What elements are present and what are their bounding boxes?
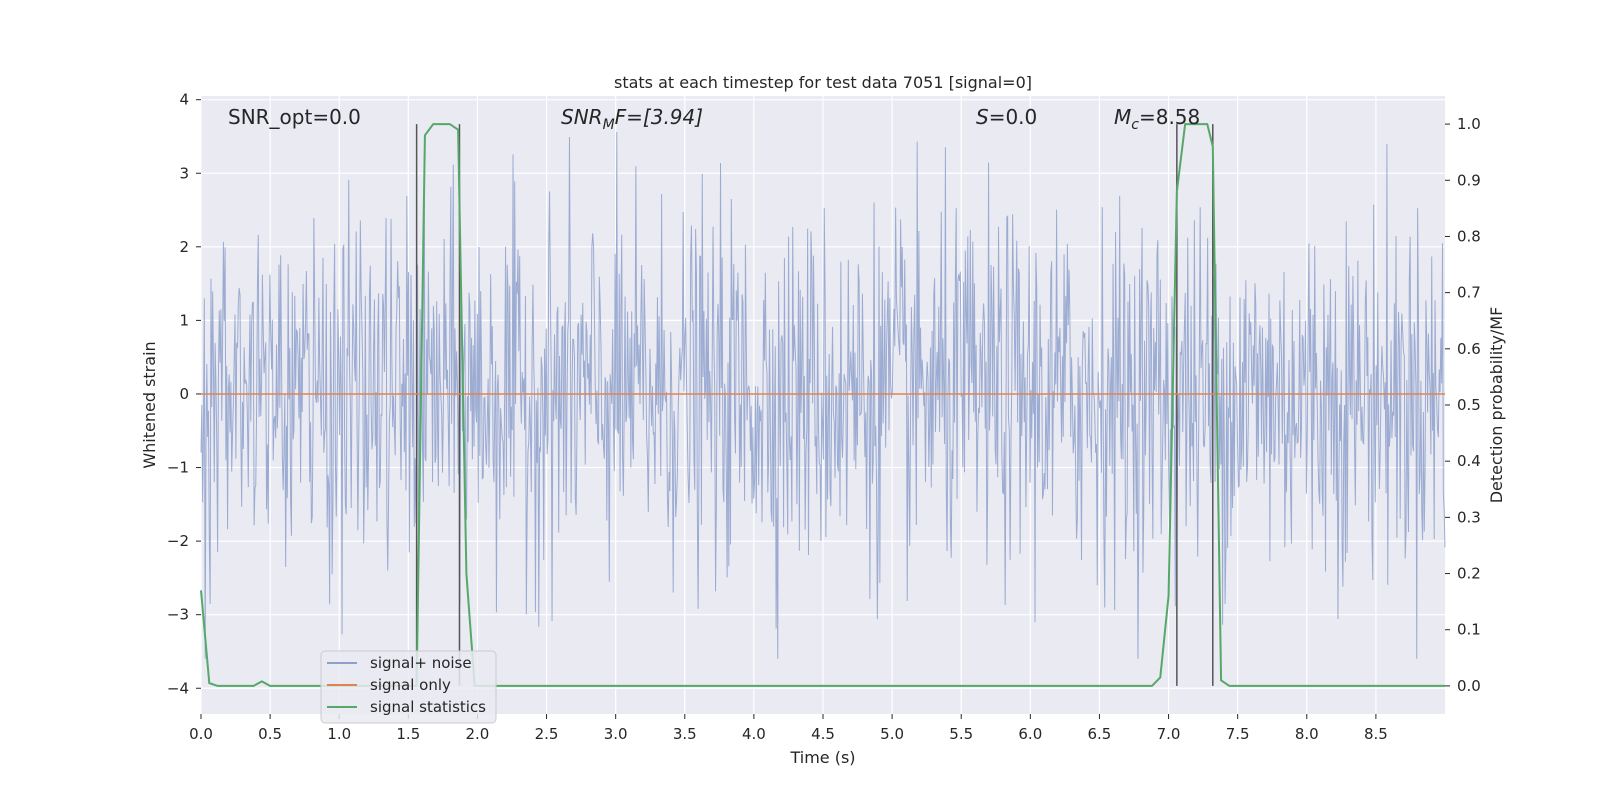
y-left-tick-label-1: 3 [179,164,189,182]
snr-mf-subscript: M [603,117,615,133]
y-right-tick-label-1: 0.9 [1457,171,1481,189]
x-tick-label-16: 8.0 [1295,725,1319,743]
y-right-tick-label-9: 0.1 [1457,621,1481,639]
mc-subscript: c [1131,117,1139,133]
y-right-tick-labels: 1.0 0.9 0.8 0.7 0.6 0.5 0.4 0.3 0.2 0.1 0.0 [1445,115,1481,695]
x-tick-label-6: 3.0 [604,725,628,743]
x-tick-label-13: 6.5 [1088,725,1112,743]
x-tick-label-4: 2.0 [466,725,490,743]
x-tick-label-5: 2.5 [535,725,559,743]
s-value: =0.0 [989,105,1038,129]
x-tick-label-12: 6.0 [1018,725,1042,743]
y-right-tick-label-7: 0.3 [1457,508,1481,526]
x-tick-labels: 0.0 0.5 1.0 1.5 2.0 2.5 3.0 3.5 4.0 4.5 5.0 5.5 6.0 6… [189,714,1388,743]
x-tick-label-9: 4.5 [811,725,835,743]
legend-label-signal-noise: signal+ noise [370,654,472,672]
mc-symbol: M [1114,105,1131,129]
snr-mf-value: F=[3.94] [615,105,703,129]
legend-label-signal-statistics: signal statistics [370,698,486,716]
y-left-tick-label-0: 4 [179,91,189,109]
x-tick-label-11: 5.5 [949,725,973,743]
x-tick-label-14: 7.0 [1157,725,1181,743]
signal-noise-series [200,131,1446,659]
legend-label-signal-only: signal only [370,676,451,694]
annotation-snr-mf: SNRMF=[3.94] [561,105,703,133]
y-right-tick-label-0: 1.0 [1457,115,1481,133]
annotation-s: S=0.0 [976,105,1037,129]
x-tick-label-2: 1.0 [327,725,351,743]
grid-lines [200,96,1445,714]
y-left-axis-label: Whitened strain [140,341,159,468]
y-right-axis-label: Detection probability/MF [1487,307,1506,504]
y-right-tick-label-2: 0.8 [1457,227,1481,245]
signal-noise-line [200,131,1446,659]
y-right-tick-label-10: 0.0 [1457,677,1481,695]
x-tick-label-15: 7.5 [1226,725,1250,743]
x-tick-label-10: 5.0 [880,725,904,743]
y-right-tick-label-6: 0.4 [1457,452,1481,470]
annotation-snr-opt: SNR_opt=0.0 [228,105,361,129]
y-left-tick-label-4: 0 [179,385,189,403]
y-left-tick-label-8: −4 [167,679,189,697]
x-tick-label-17: 8.5 [1364,725,1388,743]
y-left-tick-label-5: −1 [167,459,189,477]
x-tick-label-3: 1.5 [396,725,420,743]
legend: signal+ noise signal only signal statist… [320,650,497,724]
y-right-tick-label-8: 0.2 [1457,565,1481,583]
x-tick-label-1: 0.5 [258,725,282,743]
snr-mf-symbol: SNR [561,105,603,129]
y-left-tick-label-6: −2 [167,532,189,550]
chart-title: stats at each timestep for test data 705… [614,73,1032,92]
s-symbol: S [976,105,989,129]
x-axis-label: Time (s) [789,748,855,767]
x-tick-label-8: 4.0 [742,725,766,743]
y-left-tick-label-2: 2 [179,238,189,256]
line-series [200,123,1445,687]
x-tick-label-0: 0.0 [189,725,213,743]
annotation-mc: Mc=8.58 [1114,105,1200,133]
y-right-tick-label-3: 0.7 [1457,284,1481,302]
signal-statistics-line [200,123,1445,687]
y-right-tick-label-4: 0.6 [1457,340,1481,358]
y-left-tick-label-3: 1 [179,311,189,329]
y-right-tick-label-5: 0.5 [1457,396,1481,414]
mc-value: =8.58 [1139,105,1200,129]
legend-box [320,650,497,724]
x-tick-label-7: 3.5 [673,725,697,743]
y-left-tick-label-7: −3 [167,606,189,624]
y-left-tick-labels: 4 3 2 1 0 −1 −2 −3 −4 [167,91,201,697]
